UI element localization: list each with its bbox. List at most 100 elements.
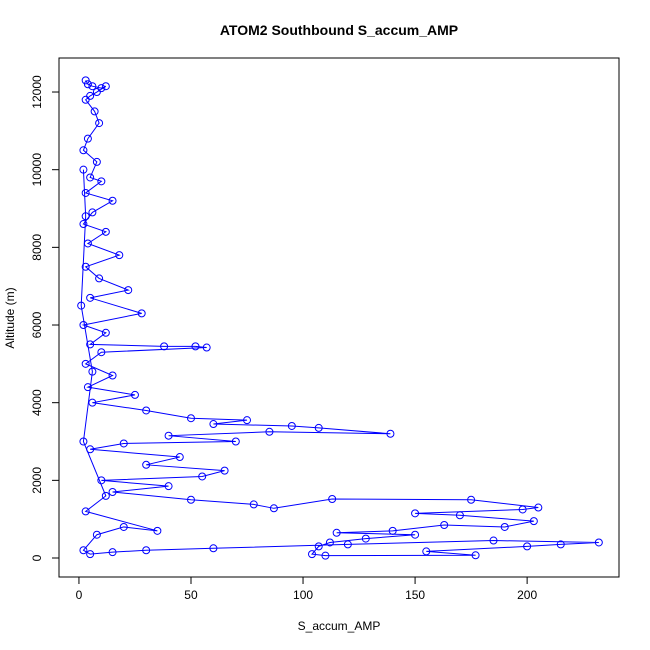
data-point xyxy=(83,239,92,248)
data-point xyxy=(97,84,106,93)
data-point xyxy=(164,431,173,440)
data-point xyxy=(186,414,195,423)
data-point xyxy=(243,416,252,425)
data-point xyxy=(86,340,95,349)
data-point xyxy=(249,500,258,509)
data-point xyxy=(79,146,88,155)
x-tick-label: 100 xyxy=(293,588,313,602)
data-point xyxy=(108,196,117,205)
data-point xyxy=(411,530,420,539)
data-point xyxy=(191,342,200,351)
data-point xyxy=(130,390,139,399)
data-point xyxy=(209,420,218,429)
data-point xyxy=(92,157,101,166)
data-point xyxy=(175,453,184,462)
y-tick-label: 4000 xyxy=(30,389,44,416)
data-point xyxy=(321,551,330,560)
data-point xyxy=(422,547,431,556)
data-point xyxy=(328,494,337,503)
data-point xyxy=(83,134,92,143)
data-point xyxy=(88,367,97,376)
data-point xyxy=(97,476,106,485)
data-point xyxy=(594,538,603,547)
x-tick-label: 50 xyxy=(184,588,198,602)
data-point xyxy=(101,82,110,91)
data-point xyxy=(88,82,97,91)
data-point xyxy=(198,472,207,481)
data-point xyxy=(79,321,88,330)
data-point xyxy=(86,550,95,559)
data-point xyxy=(455,511,464,520)
data-point xyxy=(101,227,110,236)
data-point xyxy=(314,423,323,432)
data-point xyxy=(81,507,90,516)
data-point xyxy=(119,522,128,531)
data-point xyxy=(325,538,334,547)
x-tick-label: 150 xyxy=(405,588,425,602)
y-axis-label: Altitude (m) xyxy=(3,287,17,348)
data-point xyxy=(124,286,133,295)
data-point xyxy=(209,544,218,553)
data-point xyxy=(97,177,106,186)
data-point xyxy=(361,534,370,543)
data-point xyxy=(79,165,88,174)
data-point xyxy=(489,536,498,545)
data-point xyxy=(265,427,274,436)
data-point xyxy=(440,521,449,530)
x-tick-label: 200 xyxy=(517,588,537,602)
data-point xyxy=(314,542,323,551)
data-point xyxy=(79,437,88,446)
data-point xyxy=(108,487,117,496)
data-point xyxy=(95,119,104,128)
data-point xyxy=(115,251,124,260)
data-point xyxy=(332,528,341,537)
data-point xyxy=(142,546,151,555)
data-point xyxy=(108,371,117,380)
data-point xyxy=(269,504,278,513)
data-point xyxy=(95,274,104,283)
x-axis-label: S_accum_AMP xyxy=(298,619,381,633)
data-point xyxy=(86,91,95,100)
data-point xyxy=(92,530,101,539)
data-point xyxy=(142,406,151,415)
data-line xyxy=(80,80,599,557)
data-point xyxy=(97,348,106,357)
data-point xyxy=(101,328,110,337)
data-point xyxy=(81,95,90,104)
data-point xyxy=(534,503,543,512)
y-tick-label: 6000 xyxy=(30,311,44,338)
y-tick-label: 2000 xyxy=(30,467,44,494)
data-point xyxy=(81,76,90,85)
y-tick-label: 8000 xyxy=(30,234,44,261)
data-point xyxy=(287,421,296,430)
data-point xyxy=(186,495,195,504)
data-point xyxy=(81,359,90,368)
data-point xyxy=(86,445,95,454)
data-point xyxy=(83,80,92,89)
y-tick-label: 0 xyxy=(30,554,44,561)
chart-title: ATOM2 Southbound S_accum_AMP xyxy=(220,22,458,38)
data-point xyxy=(307,550,316,559)
data-point xyxy=(101,491,110,500)
y-tick-label: 12000 xyxy=(30,75,44,109)
data-point xyxy=(388,526,397,535)
data-point xyxy=(160,342,169,351)
data-point xyxy=(79,220,88,229)
x-tick-label: 0 xyxy=(76,588,83,602)
data-point xyxy=(164,482,173,491)
data-point xyxy=(119,439,128,448)
data-point xyxy=(92,88,101,97)
data-point xyxy=(77,301,86,310)
data-point xyxy=(220,466,229,475)
data-point xyxy=(86,293,95,302)
data-point xyxy=(202,343,211,352)
data-point xyxy=(86,173,95,182)
data-point xyxy=(81,212,90,221)
data-point xyxy=(471,551,480,560)
data-point xyxy=(467,495,476,504)
y-tick-label: 10000 xyxy=(30,153,44,187)
data-point xyxy=(90,107,99,116)
data-point xyxy=(81,262,90,271)
data-point xyxy=(556,540,565,549)
